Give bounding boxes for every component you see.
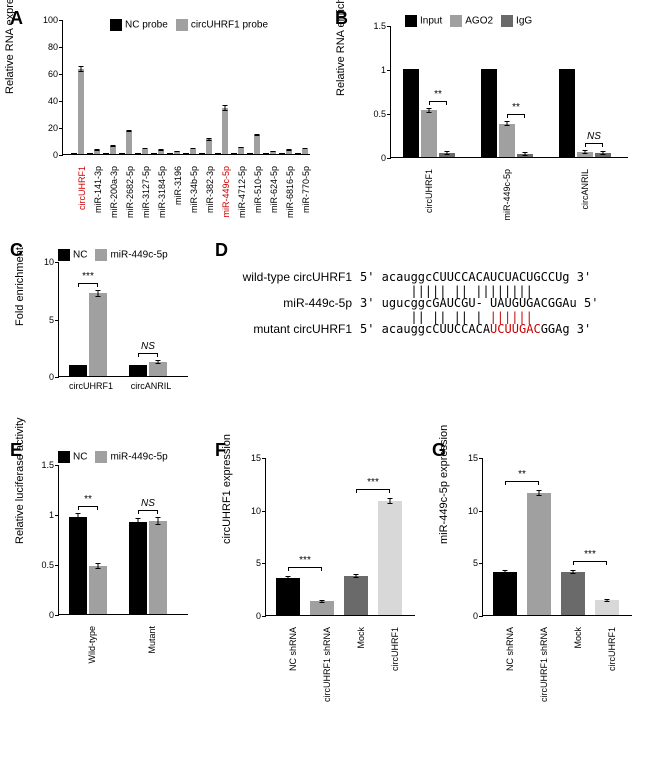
- legend-B: InputAGO2IgG: [405, 12, 540, 30]
- legend-E: NCmiR-449c-5p: [58, 448, 176, 466]
- chart-A: 020406080100circUHRF1miR-141-3pmiR-200a-…: [62, 20, 310, 155]
- chart-G: 051015NC shRNAcircUHRF1 shRNAMockcircUHR…: [482, 458, 632, 616]
- sequence-alignment: wild-type circUHRF15' acauggcCUUCCACAUCU…: [230, 270, 630, 336]
- ylabel-E: Relative luciferase activity: [14, 417, 26, 544]
- legend-A: NC probecircUHRF1 probe: [110, 16, 276, 34]
- panel-E: E 00.511.5Wild-type**MutantNS Relative l…: [10, 440, 200, 740]
- ylabel-A: Relative RNA expression: [4, 0, 16, 94]
- panel-D-label: D: [215, 240, 228, 261]
- panel-D: D wild-type circUHRF15' acauggcCUUCCACAU…: [215, 240, 640, 420]
- panel-B: B 00.511.5circUHRF1**miR-449c-5p**circAN…: [335, 8, 640, 228]
- ylabel-B: Relative RNA enrichment: [335, 0, 347, 96]
- panel-A: A 020406080100circUHRF1miR-141-3pmiR-200…: [10, 8, 320, 228]
- ylabel-C: Fold enrichment: [14, 247, 26, 326]
- panel-G: G 051015NC shRNAcircUHRF1 shRNAMockcircU…: [432, 440, 642, 740]
- ylabel-G: miR-449c-5p expression: [438, 425, 450, 544]
- panel-C: C 0510circUHRF1***circANRILNS Fold enric…: [10, 240, 200, 420]
- chart-E: 00.511.5Wild-type**MutantNS: [58, 465, 188, 615]
- chart-B: 00.511.5circUHRF1**miR-449c-5p**circANRI…: [390, 26, 628, 158]
- chart-C: 0510circUHRF1***circANRILNS: [58, 262, 188, 377]
- legend-C: NCmiR-449c-5p: [58, 246, 176, 264]
- chart-F: 051015NC shRNAcircUHRF1 shRNAMockcircUHR…: [265, 458, 415, 616]
- panel-F: F 051015NC shRNAcircUHRF1 shRNAMockcircU…: [215, 440, 425, 740]
- ylabel-F: circUHRF1 expression: [221, 434, 233, 544]
